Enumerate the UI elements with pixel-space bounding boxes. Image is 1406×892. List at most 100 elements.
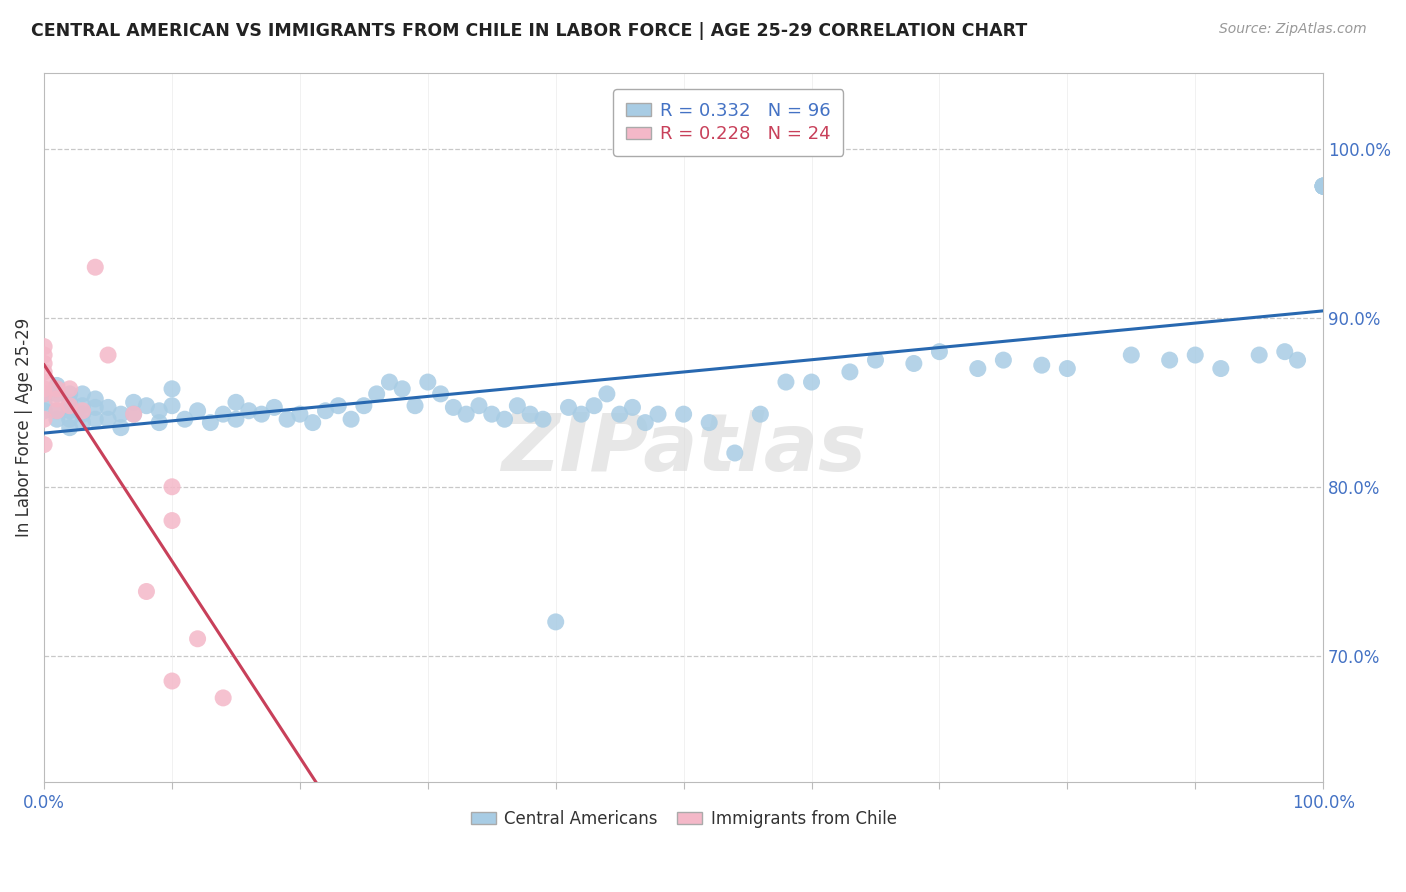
Point bbox=[160, 399, 183, 413]
Point bbox=[569, 407, 592, 421]
Point bbox=[724, 446, 747, 460]
Point bbox=[301, 416, 323, 430]
Point bbox=[110, 420, 132, 434]
Point bbox=[59, 395, 82, 409]
Point bbox=[148, 416, 170, 430]
Point bbox=[800, 375, 823, 389]
Point bbox=[1312, 179, 1334, 194]
Point bbox=[32, 365, 55, 379]
Point bbox=[84, 412, 107, 426]
Point bbox=[494, 412, 516, 426]
Point bbox=[1286, 353, 1309, 368]
Point bbox=[238, 404, 260, 418]
Point bbox=[97, 401, 120, 415]
Point bbox=[45, 382, 67, 396]
Point bbox=[45, 387, 67, 401]
Point bbox=[928, 344, 950, 359]
Point bbox=[32, 404, 55, 418]
Point bbox=[59, 382, 82, 396]
Point bbox=[173, 412, 195, 426]
Point bbox=[1274, 344, 1296, 359]
Point bbox=[481, 407, 503, 421]
Point bbox=[59, 399, 82, 413]
Point bbox=[993, 353, 1015, 368]
Point bbox=[160, 480, 183, 494]
Point bbox=[391, 382, 413, 396]
Point bbox=[263, 401, 285, 415]
Point bbox=[135, 584, 157, 599]
Point bbox=[1312, 179, 1334, 194]
Point bbox=[45, 404, 67, 418]
Point bbox=[225, 395, 247, 409]
Point bbox=[187, 632, 209, 646]
Point bbox=[32, 356, 55, 370]
Point bbox=[544, 615, 567, 629]
Y-axis label: In Labor Force | Age 25-29: In Labor Force | Age 25-29 bbox=[15, 318, 32, 537]
Point bbox=[1312, 179, 1334, 194]
Point bbox=[672, 407, 695, 421]
Point bbox=[45, 378, 67, 392]
Point bbox=[596, 387, 619, 401]
Point bbox=[697, 416, 720, 430]
Point bbox=[160, 514, 183, 528]
Text: ZIPatlas: ZIPatlas bbox=[501, 410, 866, 488]
Point bbox=[32, 437, 55, 451]
Point bbox=[456, 407, 478, 421]
Point bbox=[340, 412, 363, 426]
Point bbox=[416, 375, 439, 389]
Text: CENTRAL AMERICAN VS IMMIGRANTS FROM CHILE IN LABOR FORCE | AGE 25-29 CORRELATION: CENTRAL AMERICAN VS IMMIGRANTS FROM CHIL… bbox=[31, 22, 1028, 40]
Point bbox=[315, 404, 337, 418]
Point bbox=[32, 387, 55, 401]
Point bbox=[160, 382, 183, 396]
Point bbox=[1249, 348, 1271, 362]
Point bbox=[903, 356, 925, 370]
Point bbox=[1184, 348, 1206, 362]
Point bbox=[366, 387, 388, 401]
Point bbox=[110, 407, 132, 421]
Point bbox=[45, 392, 67, 406]
Point bbox=[72, 399, 94, 413]
Point bbox=[148, 404, 170, 418]
Text: Source: ZipAtlas.com: Source: ZipAtlas.com bbox=[1219, 22, 1367, 37]
Point bbox=[32, 375, 55, 389]
Point bbox=[250, 407, 273, 421]
Point bbox=[583, 399, 606, 413]
Point bbox=[32, 340, 55, 354]
Point bbox=[59, 412, 82, 426]
Point bbox=[122, 395, 145, 409]
Point bbox=[135, 399, 157, 413]
Point bbox=[32, 382, 55, 396]
Point bbox=[84, 401, 107, 415]
Point bbox=[557, 401, 579, 415]
Point bbox=[966, 361, 988, 376]
Point bbox=[45, 412, 67, 426]
Point bbox=[84, 260, 107, 275]
Point bbox=[1312, 179, 1334, 194]
Point bbox=[212, 407, 235, 421]
Point bbox=[72, 407, 94, 421]
Legend: Central Americans, Immigrants from Chile: Central Americans, Immigrants from Chile bbox=[464, 803, 904, 834]
Point bbox=[212, 690, 235, 705]
Point bbox=[45, 404, 67, 418]
Point bbox=[72, 416, 94, 430]
Point bbox=[429, 387, 451, 401]
Point bbox=[288, 407, 311, 421]
Point bbox=[1056, 361, 1078, 376]
Point bbox=[531, 412, 554, 426]
Point bbox=[506, 399, 529, 413]
Point bbox=[353, 399, 375, 413]
Point bbox=[187, 404, 209, 418]
Point bbox=[328, 399, 350, 413]
Point bbox=[72, 404, 94, 418]
Point bbox=[621, 401, 644, 415]
Point bbox=[122, 407, 145, 421]
Point bbox=[1031, 358, 1053, 372]
Point bbox=[609, 407, 631, 421]
Point bbox=[1121, 348, 1143, 362]
Point bbox=[225, 412, 247, 426]
Point bbox=[72, 387, 94, 401]
Point bbox=[1209, 361, 1232, 376]
Point bbox=[441, 401, 464, 415]
Point bbox=[122, 407, 145, 421]
Point bbox=[84, 392, 107, 406]
